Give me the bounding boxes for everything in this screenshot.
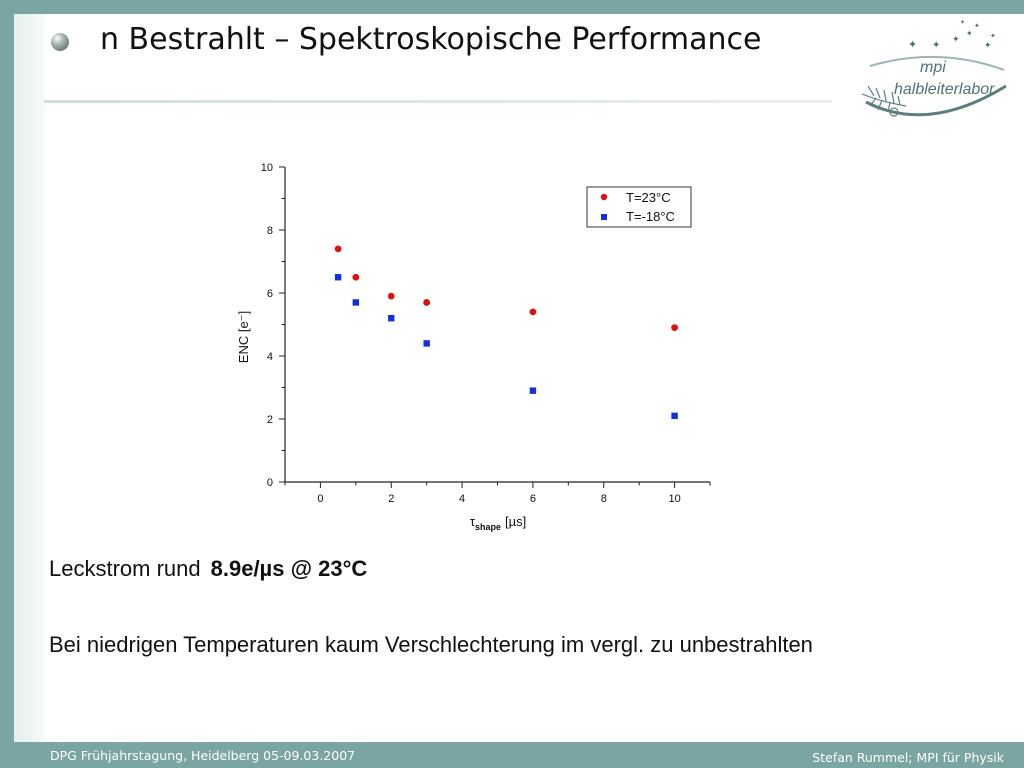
svg-text:✦: ✦ bbox=[908, 39, 917, 51]
data-point-warm bbox=[671, 324, 678, 332]
data-point-cold bbox=[671, 412, 678, 420]
svg-text:✦: ✦ bbox=[990, 32, 996, 40]
x-tick-label: 6 bbox=[530, 493, 536, 505]
y-tick-label: 6 bbox=[267, 288, 273, 300]
y-tick-label: 2 bbox=[267, 414, 273, 426]
leakage-label: Leckstrom rund bbox=[49, 556, 201, 581]
data-points bbox=[334, 245, 678, 420]
data-point-cold bbox=[388, 315, 395, 322]
title-underline bbox=[44, 100, 832, 103]
data-point-warm bbox=[423, 299, 431, 306]
leakage-current-line: Leckstrom rund 8.9e/µs @ 23°C bbox=[49, 556, 367, 582]
title-bullet-icon bbox=[51, 33, 69, 51]
svg-text:✦: ✦ bbox=[984, 40, 992, 50]
legend-label-warm: T=23°C bbox=[626, 190, 671, 205]
y-tick-label: 0 bbox=[267, 477, 273, 489]
legend-marker-cold bbox=[601, 214, 607, 220]
footer-author: Stefan Rummel; MPI für Physik bbox=[812, 750, 1004, 765]
y-tick-label: 4 bbox=[267, 351, 273, 363]
conclusion-text: Bei niedrigen Temperaturen kaum Verschle… bbox=[49, 632, 813, 657]
y-tick-label: 8 bbox=[267, 225, 273, 237]
data-point-cold bbox=[423, 340, 430, 347]
legend-label-cold: T=-18°C bbox=[626, 209, 675, 224]
x-tick-label: 10 bbox=[668, 493, 680, 505]
footer-conference: DPG Frühjahrstagung, Heidelberg 05-09.03… bbox=[50, 748, 356, 763]
data-point-warm bbox=[352, 273, 360, 281]
data-point-warm bbox=[334, 245, 342, 253]
x-axis-symbol: τ bbox=[470, 514, 476, 529]
slide-title: n Bestrahlt – Spektroskopische Performan… bbox=[100, 22, 762, 57]
data-point-warm bbox=[387, 292, 395, 300]
svg-text:✦: ✦ bbox=[960, 19, 965, 26]
y-axis-label: ENC [e⁻] bbox=[236, 311, 251, 363]
x-axis-unit: [µs] bbox=[505, 514, 526, 529]
svg-text:✦: ✦ bbox=[974, 22, 980, 30]
logo-line1: mpi bbox=[920, 59, 946, 76]
legend-box bbox=[586, 186, 692, 228]
svg-text:✦: ✦ bbox=[952, 34, 960, 44]
footer: DPG Frühjahrstagung, Heidelberg 05-09.03… bbox=[0, 742, 1024, 768]
legend: T=23°C T=-18°C bbox=[586, 186, 692, 228]
enc-scatter-plot: 0 2 4 6 8 10 0 2 4 6 8 10 T=23°C T=-18°C ENC [e⁻] τ… bbox=[236, 162, 711, 532]
enc-chart: 0 2 4 6 8 10 0 2 4 6 8 10 T=23°C T=-18°C ENC [e⁻] τ… bbox=[210, 140, 730, 540]
x-tick-label: 0 bbox=[317, 493, 323, 505]
x-axis-label: τshape [µs] bbox=[470, 514, 526, 532]
y-tick-label: 10 bbox=[261, 162, 273, 174]
data-point-warm bbox=[529, 308, 537, 316]
ticks: 0 2 4 6 8 10 0 2 4 6 8 10 bbox=[261, 162, 711, 505]
x-tick-label: 2 bbox=[388, 493, 394, 505]
mpi-halbleiterlabor-logo: ✦ ✦ ✦ ✦ ✦ ✦ ✦ ✦ mpi halbleiterlabor bbox=[861, 19, 1007, 117]
slide bbox=[14, 14, 1024, 742]
data-point-cold bbox=[334, 274, 342, 281]
svg-text:✦: ✦ bbox=[966, 29, 973, 38]
logo-line2: halbleiterlabor bbox=[894, 81, 995, 98]
x-tick-label: 4 bbox=[459, 493, 465, 505]
legend-marker-warm bbox=[600, 193, 608, 201]
sprig-icon bbox=[861, 85, 907, 117]
data-point-cold bbox=[529, 387, 537, 394]
star-icons: ✦ ✦ ✦ ✦ ✦ ✦ ✦ ✦ bbox=[908, 19, 996, 51]
left-decorative-band bbox=[14, 14, 44, 742]
svg-text:✦: ✦ bbox=[932, 40, 940, 51]
x-axis-subscript: shape bbox=[475, 522, 501, 532]
leakage-value: 8.9e/µs @ 23°C bbox=[210, 556, 368, 581]
data-point-cold bbox=[352, 299, 360, 306]
x-tick-label: 8 bbox=[601, 493, 607, 505]
